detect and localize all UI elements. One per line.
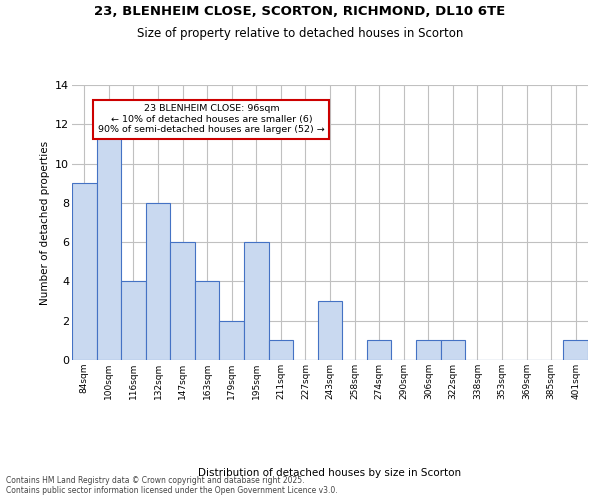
- Bar: [195, 282, 220, 360]
- Bar: [121, 282, 146, 360]
- Bar: [170, 242, 195, 360]
- Bar: [72, 183, 97, 360]
- Bar: [367, 340, 391, 360]
- Bar: [416, 340, 440, 360]
- Bar: [440, 340, 465, 360]
- Bar: [269, 340, 293, 360]
- Y-axis label: Number of detached properties: Number of detached properties: [40, 140, 50, 304]
- Bar: [97, 104, 121, 360]
- Text: Contains HM Land Registry data © Crown copyright and database right 2025.
Contai: Contains HM Land Registry data © Crown c…: [6, 476, 338, 495]
- Bar: [146, 203, 170, 360]
- Bar: [220, 320, 244, 360]
- Text: Distribution of detached houses by size in Scorton: Distribution of detached houses by size …: [199, 468, 461, 477]
- Bar: [244, 242, 269, 360]
- Text: Size of property relative to detached houses in Scorton: Size of property relative to detached ho…: [137, 28, 463, 40]
- Text: 23, BLENHEIM CLOSE, SCORTON, RICHMOND, DL10 6TE: 23, BLENHEIM CLOSE, SCORTON, RICHMOND, D…: [94, 5, 506, 18]
- Text: 23 BLENHEIM CLOSE: 96sqm
← 10% of detached houses are smaller (6)
90% of semi-de: 23 BLENHEIM CLOSE: 96sqm ← 10% of detach…: [98, 104, 325, 134]
- Bar: [318, 301, 342, 360]
- Bar: [563, 340, 588, 360]
